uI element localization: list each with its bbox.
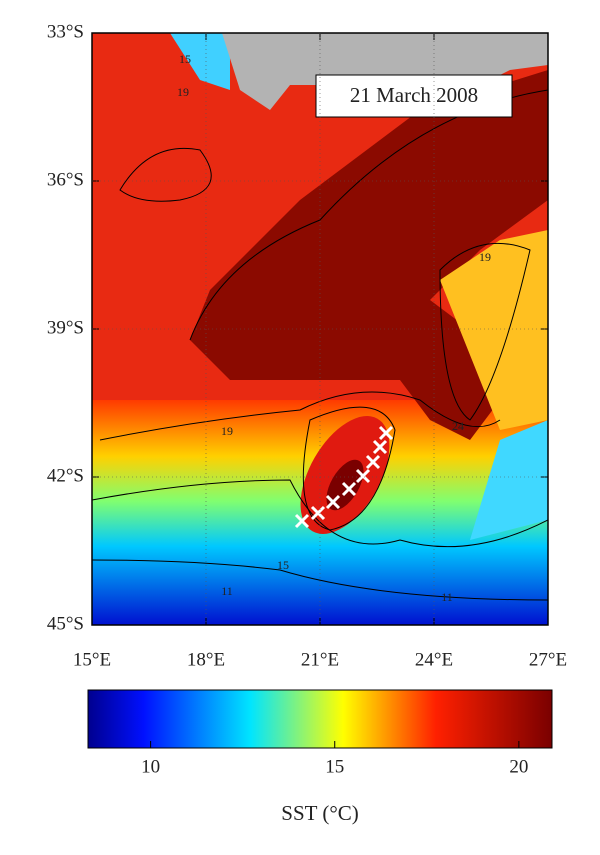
colorbar-tick-label: 20 <box>509 756 528 777</box>
colorbar-tick-label: 10 <box>141 756 160 777</box>
contour-label: 11 <box>221 584 233 598</box>
contour-label: 19 <box>177 85 189 99</box>
y-tick-label: 45°S <box>47 613 84 634</box>
contour-label: 15 <box>179 52 191 66</box>
contour-label: 19 <box>479 250 491 264</box>
contour-label: 11 <box>441 590 453 604</box>
x-tick-label: 27°E <box>529 649 567 670</box>
y-tick-label: 33°S <box>47 21 84 42</box>
date-box <box>315 74 513 118</box>
colorbar <box>87 689 553 749</box>
y-tick-label: 39°S <box>47 317 84 338</box>
transect <box>294 425 394 529</box>
x-tick-label: 21°E <box>301 649 339 670</box>
colorbar-label: SST (°C) <box>281 801 358 825</box>
date-label: 21 March 2008 <box>350 83 478 107</box>
x-tick-label: 24°E <box>415 649 453 670</box>
y-tick-label: 42°S <box>47 465 84 486</box>
x-tick-label: 15°E <box>73 649 111 670</box>
colorbar-tick-label: 15 <box>325 756 344 777</box>
contour-label: 24 <box>452 419 464 433</box>
contour-label: 15 <box>277 558 289 572</box>
contour-label: 19 <box>221 424 233 438</box>
x-tick-label: 18°E <box>187 649 225 670</box>
y-tick-label: 36°S <box>47 169 84 190</box>
